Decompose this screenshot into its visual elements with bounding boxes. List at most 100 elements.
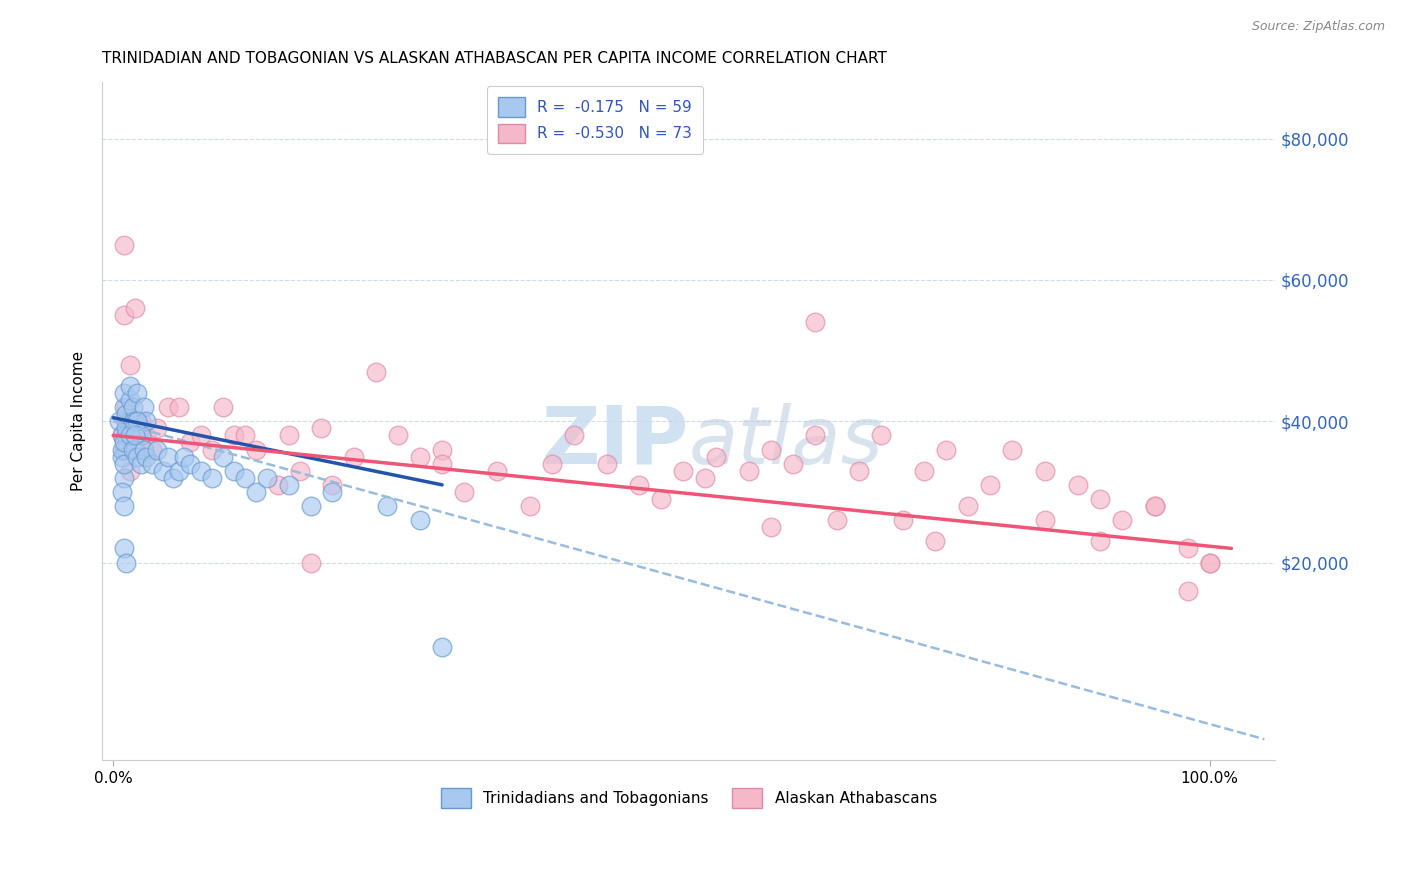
Point [118, 428, 141, 442]
Point [1067, 478, 1090, 492]
Point [924, 534, 946, 549]
Point [179, 435, 201, 450]
Point [430, 640, 453, 655]
Point [1143, 499, 1166, 513]
Text: ZIP: ZIP [541, 402, 689, 481]
Point [201, 471, 224, 485]
Point [132, 442, 155, 457]
Point [167, 400, 190, 414]
Point [112, 457, 135, 471]
Point [979, 478, 1001, 492]
Point [211, 400, 233, 414]
Point [1177, 583, 1199, 598]
Point [112, 541, 135, 556]
Point [1088, 491, 1111, 506]
Point [190, 428, 212, 442]
Text: TRINIDADIAN AND TOBAGONIAN VS ALASKAN ATHABASCAN PER CAPITA INCOME CORRELATION C: TRINIDADIAN AND TOBAGONIAN VS ALASKAN AT… [103, 51, 887, 66]
Point [141, 457, 163, 471]
Point [129, 457, 152, 471]
Point [1033, 464, 1056, 478]
Point [650, 491, 672, 506]
Point [122, 400, 145, 414]
Point [112, 386, 135, 401]
Point [127, 386, 149, 401]
Point [540, 457, 562, 471]
Point [107, 414, 129, 428]
Point [595, 457, 617, 471]
Point [430, 442, 453, 457]
Point [1033, 513, 1056, 527]
Y-axis label: Per Capita Income: Per Capita Income [72, 351, 86, 491]
Point [115, 400, 138, 414]
Point [118, 464, 141, 478]
Point [167, 464, 190, 478]
Point [1143, 499, 1166, 513]
Point [112, 308, 135, 322]
Point [759, 520, 782, 534]
Point [672, 464, 695, 478]
Point [935, 442, 957, 457]
Point [190, 464, 212, 478]
Point [111, 450, 134, 464]
Point [869, 428, 891, 442]
Point [430, 457, 453, 471]
Point [129, 414, 152, 428]
Point [112, 435, 135, 450]
Point [562, 428, 585, 442]
Point [115, 421, 138, 435]
Point [366, 365, 388, 379]
Legend: Trinidadians and Tobagonians, Alaskan Athabascans: Trinidadians and Tobagonians, Alaskan At… [434, 782, 943, 814]
Point [782, 457, 804, 471]
Point [115, 442, 138, 457]
Point [115, 556, 138, 570]
Point [321, 484, 343, 499]
Point [375, 499, 398, 513]
Point [957, 499, 980, 513]
Point [914, 464, 936, 478]
Point [146, 442, 169, 457]
Point [759, 442, 782, 457]
Point [848, 464, 870, 478]
Text: atlas: atlas [689, 402, 883, 481]
Point [135, 414, 157, 428]
Point [115, 428, 138, 442]
Point [124, 428, 146, 442]
Point [804, 315, 827, 329]
Point [156, 400, 179, 414]
Point [704, 450, 727, 464]
Point [1111, 513, 1133, 527]
Point [277, 428, 299, 442]
Point [124, 428, 146, 442]
Point [245, 442, 267, 457]
Point [141, 442, 163, 457]
Point [266, 478, 288, 492]
Point [111, 442, 134, 457]
Point [124, 442, 146, 457]
Point [1001, 442, 1024, 457]
Point [118, 379, 141, 393]
Point [1198, 556, 1220, 570]
Point [222, 428, 245, 442]
Point [288, 464, 311, 478]
Point [129, 428, 152, 442]
Point [299, 556, 322, 570]
Point [256, 471, 278, 485]
Point [112, 237, 135, 252]
Point [233, 471, 256, 485]
Point [146, 421, 169, 435]
Point [156, 450, 179, 464]
Point [173, 450, 195, 464]
Point [233, 428, 256, 442]
Point [825, 513, 848, 527]
Point [112, 442, 135, 457]
Point [343, 450, 366, 464]
Point [311, 421, 333, 435]
Point [738, 464, 761, 478]
Point [124, 414, 146, 428]
Point [179, 457, 201, 471]
Point [127, 450, 149, 464]
Point [1088, 534, 1111, 549]
Point [115, 414, 138, 428]
Point [118, 358, 141, 372]
Point [409, 450, 432, 464]
